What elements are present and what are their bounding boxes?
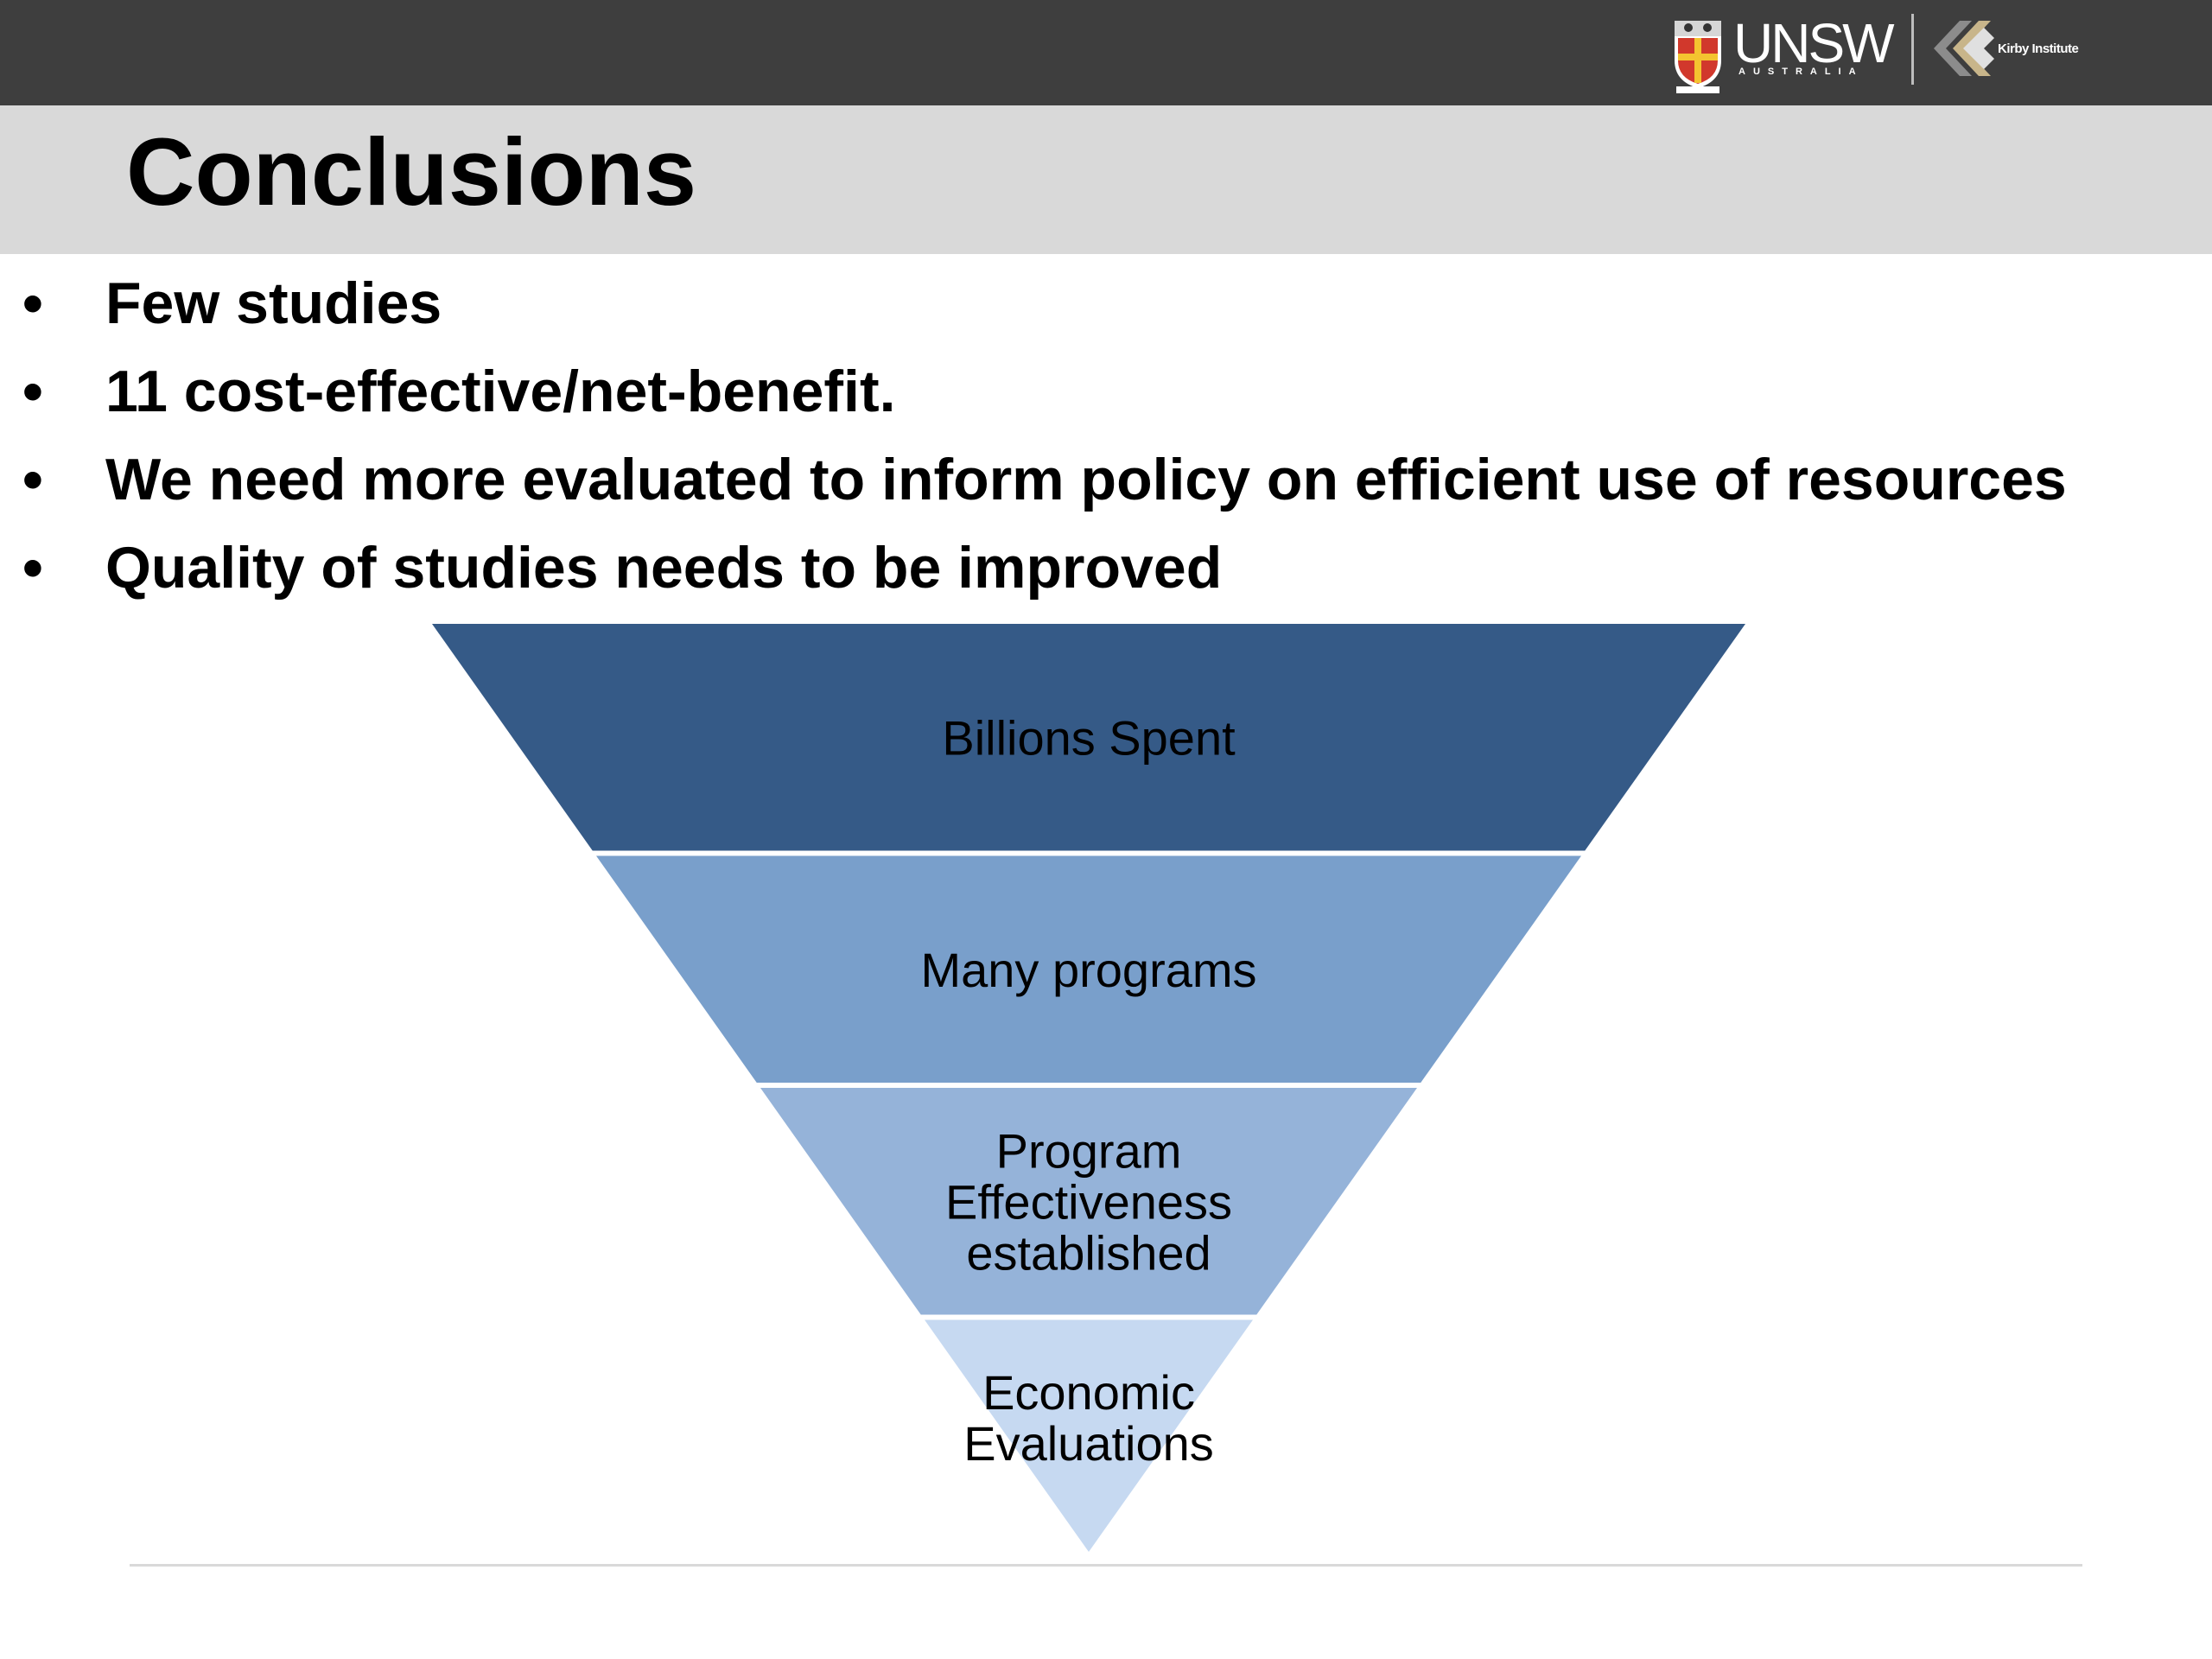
- bullet-marker: •: [22, 359, 43, 424]
- funnel-level-3-label: Program Effectiveness established: [945, 1123, 1232, 1280]
- kirby-institute-k-icon: [1934, 21, 1994, 76]
- logo-divider: [1911, 14, 1914, 85]
- bullet-item: • Few studies: [0, 259, 2212, 347]
- bullet-marker: •: [22, 447, 43, 512]
- institution-logos: UNSW AUSTRALIA Kirby Institute: [1668, 12, 2082, 95]
- slide-title: Conclusions: [126, 119, 697, 226]
- funnel-level-2-label: Many programs: [920, 943, 1256, 997]
- bullet-list: • Few studies • 11 cost-effective/net-be…: [0, 259, 2212, 612]
- bullet-text: Quality of studies needs to be improved: [105, 535, 1223, 601]
- funnel-level-1-label: Billions Spent: [942, 710, 1236, 765]
- funnel-label-line: Effectiveness: [945, 1174, 1232, 1229]
- bullet-item: • We need more evaluated to inform polic…: [0, 435, 2212, 524]
- bullet-item: • Quality of studies needs to be improve…: [0, 524, 2212, 612]
- header-bar: UNSW AUSTRALIA Kirby Institute: [0, 0, 2212, 105]
- bullet-text: Few studies: [105, 270, 442, 336]
- funnel-label-line: Program: [996, 1123, 1182, 1178]
- bullet-marker: •: [22, 535, 43, 601]
- funnel-label-line: Evaluations: [963, 1416, 1214, 1471]
- unsw-logo-subtext: AUSTRALIA: [1738, 67, 1864, 77]
- unsw-crest-icon: [1675, 21, 1721, 93]
- bullet-marker: •: [22, 270, 43, 336]
- unsw-logo-text: UNSW: [1733, 12, 1895, 74]
- funnel-label-line: established: [966, 1225, 1211, 1280]
- funnel-label-line: Many programs: [920, 943, 1256, 997]
- funnel-level-4-label: Economic Evaluations: [963, 1365, 1214, 1471]
- bullet-text: 11 cost-effective/net-benefit.: [105, 359, 896, 424]
- bullet-text: We need more evaluated to inform policy …: [105, 447, 2067, 512]
- kirby-logo-text: Kirby Institute: [1998, 41, 2079, 56]
- funnel-level-1: [432, 624, 1745, 851]
- funnel-level-4: [925, 1319, 1253, 1552]
- funnel-level-2: [596, 855, 1581, 1083]
- bullet-item: • 11 cost-effective/net-benefit.: [0, 347, 2212, 435]
- footer-divider: [130, 1564, 2082, 1567]
- funnel-label-line: Billions Spent: [942, 710, 1236, 765]
- funnel-level-3: [760, 1088, 1417, 1315]
- title-band: [0, 105, 2212, 254]
- funnel-label-line: Economic: [982, 1365, 1195, 1420]
